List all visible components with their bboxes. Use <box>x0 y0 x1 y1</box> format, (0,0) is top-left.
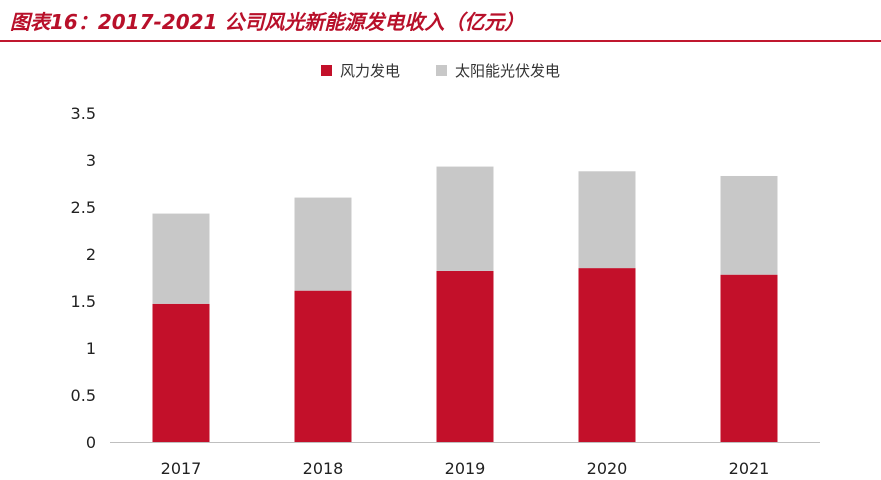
legend-swatch-solar <box>436 65 447 76</box>
x-tick-label: 2020 <box>587 459 628 478</box>
bar-solar <box>720 175 778 275</box>
bar-solar <box>294 197 352 291</box>
y-tick-label: 1.5 <box>71 292 96 311</box>
y-tick-label: 3 <box>86 151 96 170</box>
y-tick-label: 2 <box>86 245 96 264</box>
x-tick-label: 2018 <box>303 459 344 478</box>
y-tick-label: 1 <box>86 339 96 358</box>
y-tick-label: 3.5 <box>71 104 96 123</box>
x-tick-label: 2017 <box>161 459 202 478</box>
legend-label-solar: 太阳能光伏发电 <box>455 62 561 80</box>
legend: 风力发电 太阳能光伏发电 <box>0 60 881 81</box>
legend-swatch-wind <box>320 65 332 76</box>
bar-solar <box>436 166 494 271</box>
legend-item-wind: 风力发电 <box>320 60 400 81</box>
legend-item-solar: 太阳能光伏发电 <box>436 60 560 81</box>
y-tick-label: 2.5 <box>71 198 96 217</box>
bar-solar <box>578 171 636 269</box>
x-tick-label: 2019 <box>445 459 486 478</box>
x-tick-label: 2021 <box>729 459 770 478</box>
bar-wind <box>294 290 352 442</box>
bar-wind <box>720 274 778 442</box>
y-tick-label: 0.5 <box>71 386 96 405</box>
bar-solar <box>152 213 210 304</box>
chart-title: 图表16：2017-2021 公司风光新能源发电收入（亿元） <box>10 10 525 34</box>
bar-wind <box>436 270 494 442</box>
bar-wind <box>578 268 636 442</box>
legend-label-wind: 风力发电 <box>339 62 400 80</box>
title-divider <box>0 40 881 42</box>
bar-wind <box>152 303 210 442</box>
y-tick-label: 0 <box>86 433 96 452</box>
